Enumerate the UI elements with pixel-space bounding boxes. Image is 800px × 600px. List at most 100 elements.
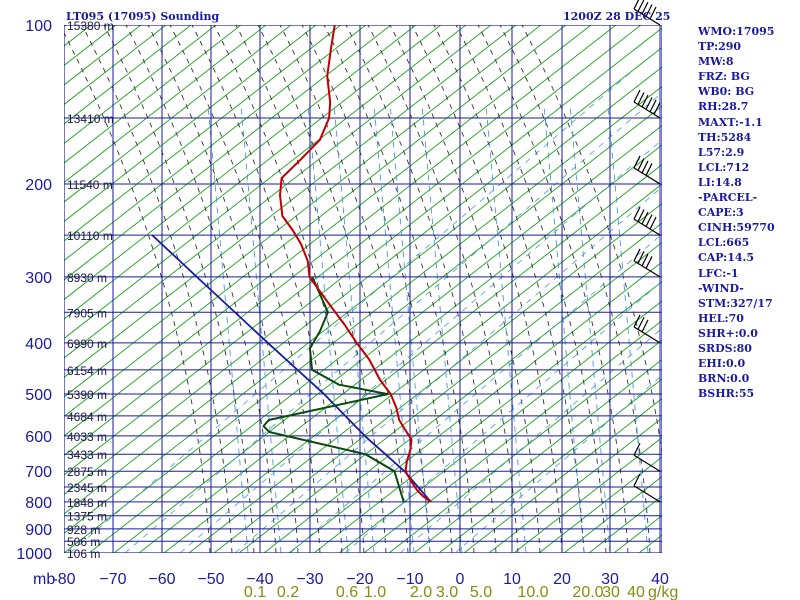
index-item: L57:2.9: [698, 145, 745, 159]
moist-adiabat: [103, 25, 255, 553]
wind-barb: [633, 473, 661, 503]
mixing-ratio-line: [240, 104, 282, 553]
index-item: TP:290: [698, 40, 742, 54]
height-label: 2345 m: [67, 481, 107, 495]
wind-barb: [633, 248, 661, 278]
mixing-ratio-line: [344, 280, 662, 553]
dry-adiabat: [64, 25, 367, 262]
mixing-ratio-line: [307, 104, 349, 553]
wind-barb-flag: [633, 0, 640, 10]
height-label: 4033 m: [67, 430, 107, 444]
height-label: 15380 m: [67, 19, 114, 33]
wind-barb: [633, 314, 661, 344]
sounding-datetime: 1200Z 28 DEC 25: [563, 10, 671, 23]
mixing-ratio-label: 40: [627, 584, 645, 600]
height-label: 2875 m: [67, 465, 107, 479]
pressure-tick-label: 500: [25, 387, 52, 404]
dry-adiabat: [64, 25, 442, 320]
temperature-trace: [279, 25, 432, 503]
wind-barb-shaft: [633, 101, 661, 119]
height-label: 10110 m: [67, 229, 113, 243]
moist-adiabat: [521, 25, 662, 457]
mixing-ratio-line: [333, 104, 375, 553]
temperature-tick-label: 20: [553, 571, 571, 588]
wind-barb: [633, 442, 661, 472]
wind-barb-flag: [637, 251, 645, 264]
moist-adiabat: [455, 25, 607, 553]
plot-frame: [64, 25, 662, 553]
wind-barb-column: [633, 0, 661, 503]
mixing-ratio-line: [289, 233, 662, 553]
height-label: 7905 m: [67, 306, 107, 320]
index-item: WMO:17095: [698, 25, 775, 38]
temperature-tick-label: −40: [246, 571, 273, 588]
wind-barb-flag: [641, 319, 649, 333]
height-label: 506 m: [67, 535, 100, 549]
mixing-ratio-line: [421, 104, 463, 553]
index-item: -PARCEL-: [698, 191, 758, 205]
index-item: -WIND-: [698, 281, 744, 295]
index-item: LI:14.8: [698, 175, 742, 189]
mixing-ratio-line: [234, 186, 662, 553]
wind-barb: [633, 206, 661, 236]
pressure-tick-label: 700: [25, 464, 52, 481]
index-item: BSHR:55: [698, 387, 755, 401]
height-label: 1375 m: [67, 510, 107, 524]
parcel-trace: [151, 234, 432, 503]
wind-barb-flag: [645, 214, 653, 227]
index-item: CAPE:3: [698, 206, 744, 220]
mixing-ratio-line: [373, 104, 415, 553]
mixing-ratio-label: 5.0: [470, 584, 492, 600]
y-axis-label: mb: [33, 571, 55, 588]
index-item: LCL:712: [698, 160, 750, 174]
mixing-ratio-label: 1.0: [364, 584, 386, 600]
wind-barb-flag: [649, 216, 657, 230]
wind-barb-flag: [649, 6, 657, 20]
index-item: FRZ: BG: [698, 70, 750, 84]
temperature-tick-label: −10: [396, 571, 423, 588]
wind-barb-flag: [653, 102, 661, 115]
mixing-ratio-line: [179, 139, 662, 553]
wind-barb-flag: [649, 99, 657, 113]
wind-barb-shaft: [633, 167, 661, 185]
height-label: 1848 m: [67, 496, 107, 510]
mixing-ratio-line: [124, 92, 662, 553]
mixing-ratio-line: [569, 104, 611, 553]
wind-barb-flag: [645, 256, 653, 269]
moist-adiabat: [169, 25, 321, 553]
wind-barb-flag: [645, 4, 653, 17]
moist-adiabat: [257, 25, 409, 553]
height-label: 106 m: [67, 547, 100, 561]
wind-barb-flag: [637, 158, 645, 171]
wind-barb-flag: [633, 248, 641, 262]
sounding-profiles: [151, 25, 432, 503]
wind-barb-shaft: [633, 218, 661, 236]
mixing-ratio-line: [399, 327, 662, 553]
stability-indices-panel: WMO:17095 TP:290 MW:8 FRZ: BG WB0: BG RH:28.7…: [698, 24, 798, 401]
mixing-ratio-label: 0.1: [244, 584, 266, 600]
mixing-ratio-label: 3.0: [436, 584, 458, 600]
height-label: 8930 m: [67, 271, 107, 285]
wind-barb: [633, 155, 661, 185]
wind-barb-flag: [645, 97, 653, 110]
wind-barb-flag: [637, 317, 645, 330]
index-item: TH:5284: [698, 130, 752, 144]
moist-adiabat: [147, 25, 299, 553]
temperature-tick-label: 40: [651, 571, 669, 588]
index-item: LCL:665: [698, 236, 750, 250]
pressure-tick-label: 200: [25, 177, 52, 194]
index-item: CAP:14.5: [698, 251, 755, 265]
index-item: SHR+:0.0: [698, 326, 758, 340]
sounding-title: LT095 (17095) Sounding: [66, 10, 220, 23]
dry-adiabat: [64, 25, 592, 437]
mixing-ratio-line: [607, 104, 649, 553]
temperature-tick-label: −20: [346, 571, 373, 588]
mixing-ratio-label: 30: [602, 584, 620, 600]
mixing-ratio-line: [454, 375, 662, 553]
wind-barb-flag: [641, 94, 649, 108]
height-label: 3433 m: [67, 448, 107, 462]
dry-adiabat: [64, 25, 417, 301]
height-label: 5390 m: [67, 388, 107, 402]
